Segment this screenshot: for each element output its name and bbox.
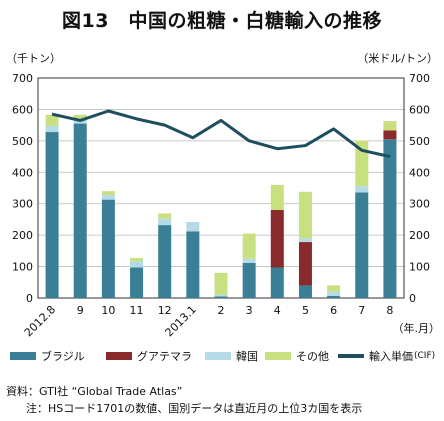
bar-brazil — [130, 267, 144, 298]
x-tick-label: 10 — [101, 304, 115, 317]
x-tick-label: 7 — [358, 304, 365, 317]
left-tick-label: 400 — [12, 166, 33, 179]
left-tick-label: 600 — [12, 103, 33, 116]
bar-guatemala — [383, 130, 397, 140]
x-tick-label: 2012.8 — [22, 303, 58, 339]
bar-korea — [130, 261, 144, 268]
bar-korea — [45, 125, 59, 133]
legend-label-brazil: ブラジル — [41, 350, 85, 363]
bar-others — [270, 184, 284, 210]
legend-item-guatemala: グアテマラ — [106, 348, 192, 364]
right-axis-unit: （米ドル/トン） — [357, 52, 438, 65]
legend-item-price: 輸入単価 (CIF) — [338, 348, 435, 364]
bar-others — [130, 258, 144, 262]
bar-korea — [327, 291, 341, 296]
right-tick-label: 400 — [409, 166, 430, 179]
bar-brazil — [383, 139, 397, 298]
legend-swatch-others — [265, 352, 291, 360]
bar-brazil — [186, 231, 200, 298]
left-axis-unit: （千トン） — [6, 52, 61, 65]
bar-brazil — [214, 296, 228, 298]
bar-brazil — [270, 267, 284, 298]
legend-swatch-korea — [205, 352, 231, 360]
left-tick-label: 200 — [12, 229, 33, 242]
bar-brazil — [45, 132, 59, 298]
right-tick-label: 200 — [409, 229, 430, 242]
plot-frame — [37, 77, 405, 299]
x-tick-label: 3 — [246, 304, 253, 317]
x-tick-label: 5 — [302, 304, 309, 317]
bar-brazil — [158, 225, 172, 298]
x-tick-label: 8 — [386, 304, 393, 317]
bar-others — [327, 285, 341, 292]
bar-korea — [158, 218, 172, 226]
x-tick-label: 4 — [274, 304, 281, 317]
right-tick-label: 300 — [409, 198, 430, 211]
right-tick-label: 0 — [409, 292, 416, 305]
x-tick-label: 6 — [330, 304, 337, 317]
legend-item-others: その他 — [265, 348, 329, 364]
note-line: 注：HSコード1701の数値、国別データは直近月の上位3カ国を表示 — [26, 402, 363, 415]
legend-swatch-price — [338, 354, 364, 358]
left-tick-label: 700 — [12, 72, 33, 85]
legend-swatch-brazil — [10, 352, 36, 360]
right-tick-label: 500 — [409, 135, 430, 148]
chart-legend: ブラジル グアテマラ 韓国 その他 輸入単価 (CIF) — [8, 348, 438, 364]
bar-others — [214, 272, 228, 295]
legend-label-price-suffix: (CIF) — [414, 351, 436, 361]
left-tick-label: 0 — [26, 292, 33, 305]
bar-guatemala — [298, 242, 312, 286]
x-tick-label: 12 — [158, 304, 172, 317]
bar-brazil — [101, 199, 115, 298]
bar-korea — [355, 186, 369, 193]
legend-label-others: その他 — [296, 350, 329, 363]
bar-others — [101, 191, 115, 195]
bar-guatemala — [270, 210, 284, 268]
left-tick-label: 100 — [12, 261, 33, 274]
legend-label-guatemala: グアテマラ — [137, 350, 192, 363]
x-tick-label: 2 — [218, 304, 225, 317]
bar-others — [242, 233, 256, 259]
bar-brazil — [73, 123, 87, 298]
legend-item-brazil: ブラジル — [10, 348, 85, 364]
source-line: 資料：GTI社 “Global Trade Atlas” — [6, 385, 183, 398]
price-line — [51, 109, 391, 159]
bar-korea — [242, 258, 256, 263]
legend-swatch-guatemala — [106, 352, 132, 360]
source-note: 資料：GTI社 “Global Trade Atlas” 注：HSコード1701… — [6, 383, 362, 417]
bar-others — [298, 191, 312, 239]
bar-korea — [101, 194, 115, 200]
x-axis-unit: （年.月） — [393, 321, 441, 335]
legend-item-korea: 韓国 — [205, 348, 258, 364]
right-tick-label: 600 — [409, 103, 430, 116]
bar-brazil — [355, 192, 369, 298]
x-tick-label: 9 — [77, 304, 84, 317]
left-tick-label: 300 — [12, 198, 33, 211]
bar-others — [158, 213, 172, 219]
right-tick-label: 700 — [409, 72, 430, 85]
chart-plot: 0 0 100 100 200 200 300 300 400 400 500 500 600 600 70… — [12, 72, 441, 339]
bar-others — [383, 121, 397, 131]
bar-others — [45, 114, 59, 126]
legend-label-korea: 韓国 — [236, 350, 258, 363]
right-tick-label: 100 — [409, 261, 430, 274]
bar-brazil — [327, 295, 341, 298]
chart-title: 図13 中国の粗糖・白糖輸入の推移 — [62, 10, 382, 32]
bar-korea — [298, 238, 312, 243]
bar-korea — [186, 221, 200, 232]
bar-others — [73, 114, 87, 120]
left-tick-label: 500 — [12, 135, 33, 148]
legend-label-price: 輸入単価 — [369, 350, 413, 363]
bar-brazil — [298, 285, 312, 298]
x-tick-label: 11 — [130, 304, 144, 317]
bar-brazil — [242, 262, 256, 298]
bar-korea — [214, 294, 228, 297]
